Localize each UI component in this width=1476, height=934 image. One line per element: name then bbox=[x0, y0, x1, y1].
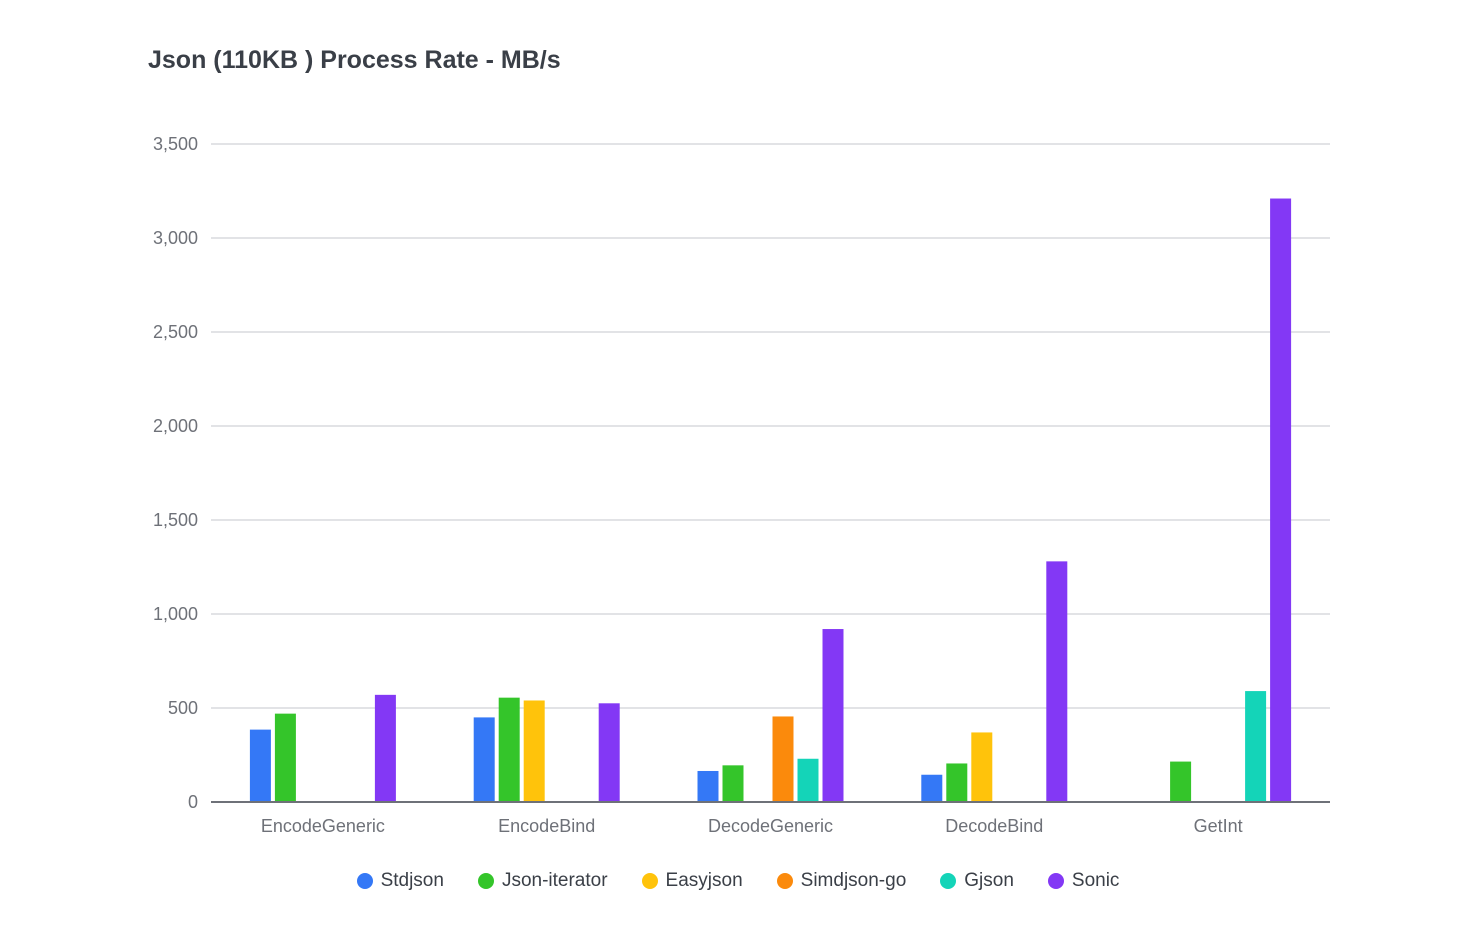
bar-sonic-getint bbox=[1270, 198, 1292, 802]
legend-label: Easyjson bbox=[665, 870, 743, 891]
bar-sonic-encodebind bbox=[598, 703, 620, 802]
bar-json-iterator-decodegeneric bbox=[722, 765, 744, 802]
legend-item: Json-iterator bbox=[477, 870, 608, 892]
bar-simdjson-go-decodegeneric bbox=[772, 716, 794, 802]
bar-json-iterator-decodebind bbox=[946, 763, 968, 802]
legend-label: Simdjson-go bbox=[800, 870, 907, 891]
legend-item: Simdjson-go bbox=[776, 870, 907, 892]
y-tick-label: 500 bbox=[168, 698, 198, 718]
bar-easyjson-decodebind bbox=[971, 732, 993, 802]
bar-stdjson-encodegeneric bbox=[249, 729, 271, 802]
bar-stdjson-decodebind bbox=[921, 774, 943, 802]
legend-label: Sonic bbox=[1071, 870, 1120, 891]
legend-item: Sonic bbox=[1047, 870, 1120, 892]
legend-label: Stdjson bbox=[380, 870, 444, 891]
gridlines bbox=[211, 143, 1330, 709]
bar-stdjson-decodegeneric bbox=[697, 770, 719, 802]
legend-swatch bbox=[1047, 873, 1064, 889]
bars bbox=[249, 198, 1292, 802]
y-tick-label: 1,500 bbox=[153, 510, 198, 530]
x-axis-categories: EncodeGeneric EncodeBind DecodeGeneric Deco… bbox=[261, 816, 1243, 836]
bar-sonic-decodebind bbox=[1046, 561, 1068, 802]
y-tick-label: 3,500 bbox=[153, 134, 198, 154]
legend-item: Gjson bbox=[940, 870, 1014, 892]
x-category-label: DecodeGeneric bbox=[708, 816, 833, 836]
y-tick-label: 3,000 bbox=[153, 228, 198, 248]
legend-swatch bbox=[356, 873, 373, 889]
legend: Stdjson Json-iterator Easyjson Simdjson-go G… bbox=[0, 870, 1476, 892]
bar-json-iterator-getint bbox=[1170, 761, 1192, 802]
legend-label: Gjson bbox=[964, 870, 1014, 891]
legend-label: Json-iterator bbox=[501, 870, 608, 891]
legend-item: Easyjson bbox=[641, 870, 743, 892]
legend-item: Stdjson bbox=[356, 870, 444, 892]
legend-swatch bbox=[940, 873, 957, 889]
y-axis-ticks: 0 500 1,000 1,500 2,000 2,500 3,000 3,500 bbox=[153, 134, 198, 812]
chart-title: Json (110KB ) Process Rate - MB/s bbox=[148, 46, 561, 74]
bar-sonic-decodegeneric bbox=[822, 629, 844, 802]
legend-swatch bbox=[641, 873, 658, 889]
bar-json-iterator-encodebind bbox=[498, 697, 520, 802]
y-tick-label: 2,500 bbox=[153, 322, 198, 342]
x-category-label: DecodeBind bbox=[945, 816, 1043, 836]
bar-sonic-encodegeneric bbox=[374, 694, 396, 802]
y-tick-label: 2,000 bbox=[153, 416, 198, 436]
legend-swatch bbox=[477, 873, 494, 889]
y-tick-label: 1,000 bbox=[153, 604, 198, 624]
bar-gjson-decodegeneric bbox=[797, 758, 819, 802]
bar-gjson-getint bbox=[1245, 691, 1267, 802]
x-category-label: GetInt bbox=[1194, 816, 1243, 836]
bar-json-iterator-encodegeneric bbox=[274, 713, 296, 802]
y-tick-label: 0 bbox=[188, 792, 198, 812]
legend-swatch bbox=[776, 873, 793, 889]
x-category-label: EncodeGeneric bbox=[261, 816, 385, 836]
bar-easyjson-encodebind bbox=[523, 700, 545, 802]
bar-stdjson-encodebind bbox=[473, 717, 495, 802]
x-category-label: EncodeBind bbox=[498, 816, 595, 836]
